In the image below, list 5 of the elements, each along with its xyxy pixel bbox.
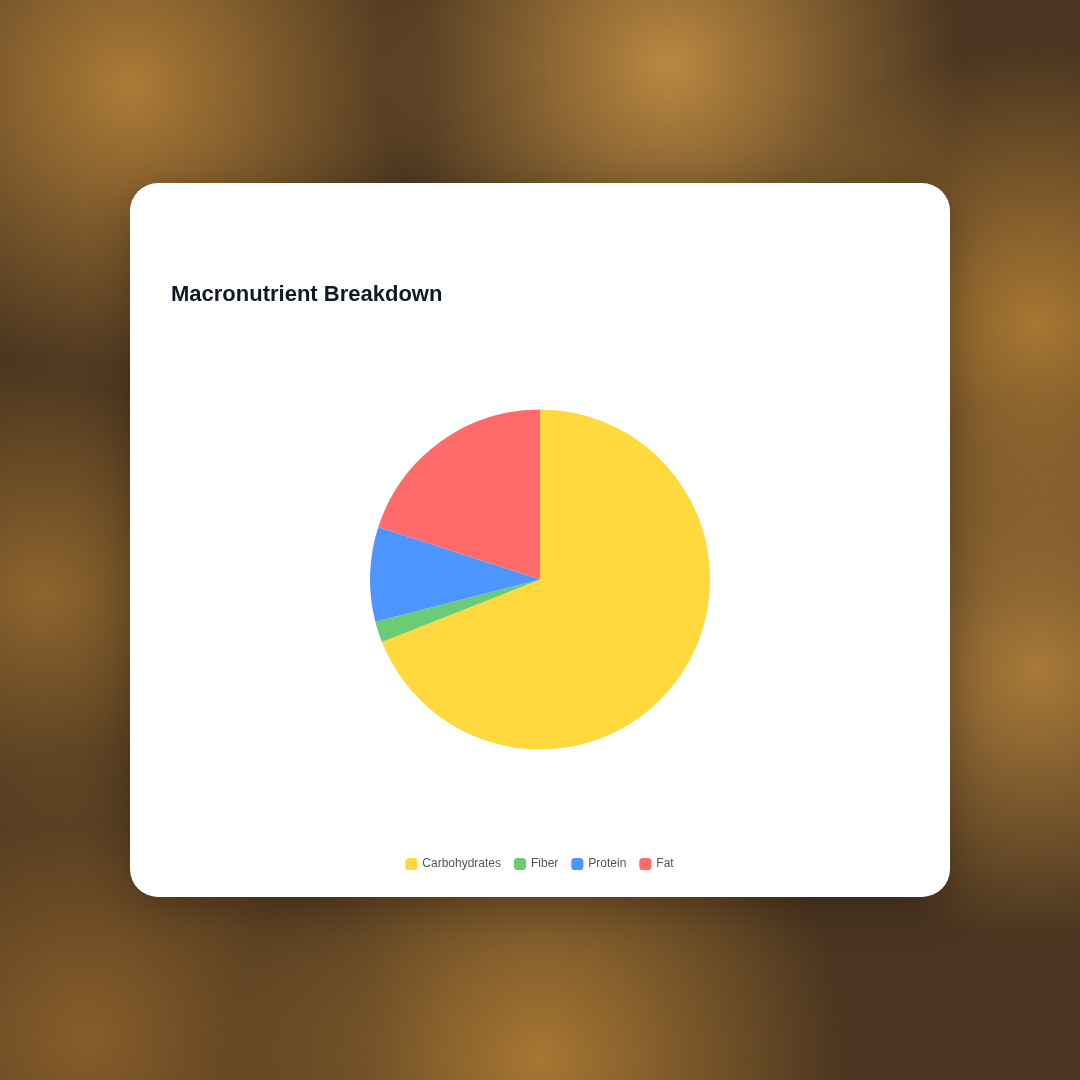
legend-label: Fiber — [531, 856, 559, 871]
legend-label: Protein — [588, 856, 627, 871]
chart-title: Macronutrient Breakdown — [171, 281, 443, 307]
legend-label: Carbohydrates — [422, 856, 502, 871]
legend-label: Fat — [656, 856, 675, 871]
